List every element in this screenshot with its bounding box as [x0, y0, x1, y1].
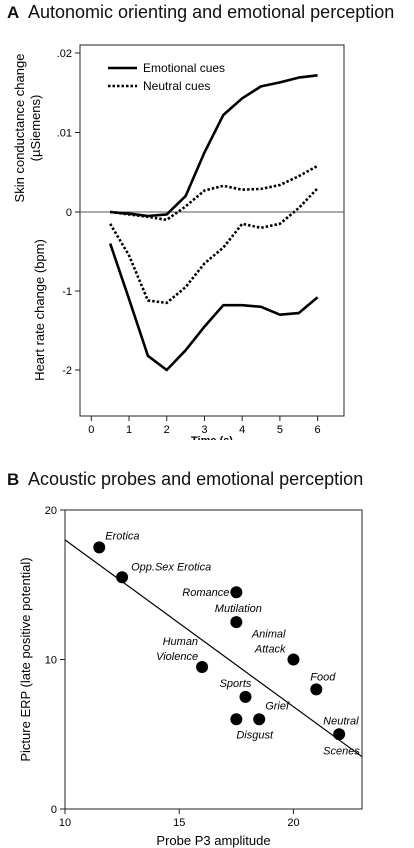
point-label: Mutilation	[215, 603, 262, 615]
scatter-point	[230, 713, 243, 726]
neutral-skin-conductance-line	[110, 164, 319, 222]
scatter-point	[239, 690, 252, 703]
point-label-line: Scenes	[323, 745, 360, 757]
point-label: Erotica	[105, 530, 139, 542]
scatter-point	[230, 586, 243, 599]
panel-b-title: Acoustic probes and emotional perception	[28, 469, 364, 489]
emotional-heart-rate-line	[108, 243, 319, 372]
point-label-line: Opp.Sex Erotica	[131, 561, 211, 573]
scatter-point	[253, 713, 266, 726]
x-tick-label: 10	[59, 817, 71, 829]
y-axis-label-upper-unit: (µSiemens)	[28, 95, 43, 162]
y-tick-label: -2	[62, 365, 72, 377]
autonomic-line-chart: 0 1 2 3 4 5 6 Time (s) 0 .01 .02 -1 -2 Skin conductan…	[12, 44, 345, 440]
emotional-skin-conductance-line	[110, 74, 318, 218]
point-label-line: Violence	[156, 651, 198, 663]
point-label-line: Romance	[182, 587, 229, 599]
y-tick-label: 20	[45, 505, 57, 517]
point-label: Human Violence	[156, 636, 198, 663]
y-tick-label: 0	[66, 207, 72, 219]
scatter-point	[93, 541, 106, 554]
point-label: Opp.Sex Erotica	[131, 561, 211, 573]
x-axis-label: Probe P3 amplitude	[156, 833, 270, 848]
point-label-line: Human	[163, 636, 198, 648]
legend-label: Neutral cues	[143, 79, 210, 93]
y-axis-label-upper-line: Skin conductance change	[12, 54, 27, 203]
x-tick-label: 2	[164, 424, 170, 436]
scatter-point	[333, 728, 346, 741]
scatter-point	[230, 616, 243, 629]
scatter-point	[196, 660, 209, 673]
panel-b-letter: B	[7, 470, 20, 489]
scatter-point	[310, 683, 323, 696]
point-label: Romance	[182, 587, 229, 599]
point-label-line: Erotica	[105, 530, 139, 542]
y-axis-label-upper: Skin conductance change(µSiemens)	[12, 54, 43, 203]
point-label-line: Grief	[265, 700, 290, 712]
x-tick-label: 1	[126, 424, 132, 436]
point-label: Neutral Scenes	[323, 715, 360, 757]
point-label-line: Animal	[251, 629, 286, 641]
y-axis-label-lower: Heart rate change (bpm)	[32, 239, 47, 381]
point-label-line: Neutral	[323, 715, 359, 727]
point-label: Food	[310, 671, 336, 683]
x-tick-label: 3	[201, 424, 207, 436]
y-tick-label: 0	[51, 804, 57, 816]
y-tick-label: -1	[62, 286, 72, 298]
point-label: Disgust	[236, 729, 274, 741]
point-label: Animal Attack	[251, 629, 286, 656]
point-label-line: Attack	[254, 644, 286, 656]
y-tick-label: .01	[57, 128, 72, 140]
point-label: Sports	[220, 678, 252, 690]
point-label-line: Sports	[220, 678, 252, 690]
x-tick-label: 5	[277, 424, 283, 436]
scatter-point	[116, 571, 129, 584]
point-label: Grief	[265, 700, 290, 712]
point-label-line: Mutilation	[215, 603, 262, 615]
legend-label: Emotional cues	[143, 61, 225, 75]
point-label-line: Disgust	[236, 729, 274, 741]
y-tick-label: 10	[45, 655, 57, 667]
x-tick-label: 6	[315, 424, 321, 436]
plot-frame	[64, 509, 363, 810]
scatter-point	[287, 653, 300, 666]
x-tick-label: 15	[173, 817, 185, 829]
y-axis-label: Picture ERP (late positive potential)	[18, 557, 33, 761]
plot-frame	[79, 44, 345, 417]
x-tick-label: 0	[88, 424, 94, 436]
x-tick-label: 4	[239, 424, 245, 436]
neutral-heart-rate-line	[109, 187, 319, 305]
x-axis-label: Time (s)	[191, 435, 233, 440]
regression-line	[64, 539, 363, 758]
panel-a-title: Autonomic orienting and emotional percep…	[28, 2, 395, 22]
point-label-line: Food	[310, 671, 336, 683]
y-tick-label: .02	[57, 48, 72, 60]
x-tick-label: 20	[287, 817, 299, 829]
panel-a-letter: A	[7, 3, 20, 22]
